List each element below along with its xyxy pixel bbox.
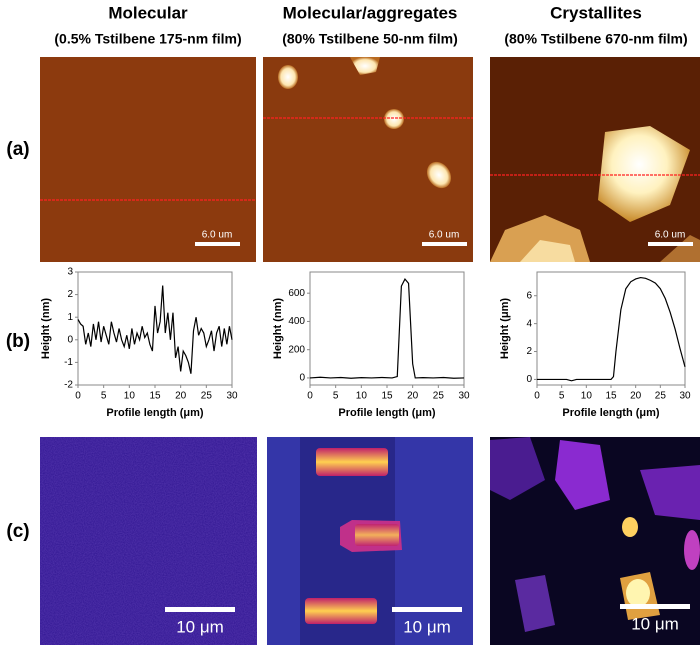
plot-frame — [536, 271, 686, 386]
x-tick-label: 15 — [149, 391, 161, 402]
x-tick-label: 10 — [356, 391, 368, 402]
y-tick-label: 0 — [299, 373, 305, 384]
y-tick-label: -1 — [64, 357, 73, 368]
y-tick-label: 3 — [67, 267, 73, 278]
column-subtitle: (0.5% Tstilbene 175-nm film) — [54, 31, 241, 47]
x-tick-label: 30 — [679, 391, 691, 402]
scale-bar-label: 10 μm — [176, 617, 224, 636]
x-tick-label: 5 — [559, 391, 565, 402]
scale-bar-label: 10 μm — [403, 617, 451, 636]
y-tick-label: 400 — [288, 316, 305, 327]
x-tick-label: 30 — [226, 391, 238, 402]
scale-bar-label: 6.0 um — [655, 230, 686, 241]
y-tick-label: 2 — [526, 346, 532, 357]
x-tick-label: 15 — [605, 391, 617, 402]
y-axis-label: Height (nm) — [40, 298, 52, 359]
x-tick-label: 25 — [655, 391, 667, 402]
afm-image: 6.0 um — [40, 57, 256, 262]
x-tick-label: 20 — [175, 391, 187, 402]
y-axis-label: Height (nm) — [272, 298, 284, 359]
column-title: Molecular — [108, 3, 188, 22]
scale-bar-label: 6.0 um — [202, 230, 233, 241]
row-label: (c) — [6, 521, 29, 542]
y-tick-label: -2 — [64, 380, 73, 391]
x-tick-label: 25 — [201, 391, 213, 402]
column-subtitle: (80% Tstilbene 50-nm film) — [282, 31, 458, 47]
pl-image: 10 μm — [40, 437, 257, 645]
x-tick-label: 30 — [458, 391, 470, 402]
y-tick-label: 2 — [67, 289, 73, 300]
x-tick-label: 15 — [381, 391, 393, 402]
x-axis-label: Profile length (μm) — [338, 407, 436, 419]
row-label: (a) — [6, 139, 29, 160]
x-tick-label: 5 — [101, 391, 107, 402]
x-tick-label: 5 — [333, 391, 339, 402]
y-tick-label: 600 — [288, 288, 305, 299]
column-title: Crystallites — [550, 3, 642, 22]
y-tick-label: 0 — [526, 374, 532, 385]
row-label: (b) — [6, 331, 30, 352]
scale-bar-label: 10 μm — [631, 614, 679, 633]
pl-image: 10 μm — [490, 437, 700, 645]
y-tick-label: 0 — [67, 334, 73, 345]
y-tick-label: 1 — [67, 312, 73, 323]
x-axis-label: Profile length (μm) — [106, 407, 204, 419]
x-tick-label: 10 — [581, 391, 593, 402]
x-tick-label: 0 — [75, 391, 81, 402]
column-subtitle: (80% Tstilbene 670-nm film) — [504, 31, 687, 47]
y-tick-label: 6 — [526, 290, 532, 301]
x-tick-label: 0 — [534, 391, 540, 402]
plot-frame — [309, 271, 465, 386]
afm-image: 6.0 um — [263, 57, 473, 262]
x-axis-label: Profile length (μm) — [562, 407, 660, 419]
pl-image: 10 μm — [267, 437, 473, 645]
afm-image: 6.0 um — [490, 57, 700, 262]
column-title: Molecular/aggregates — [283, 3, 458, 22]
y-axis-label: Height (μm) — [499, 298, 511, 359]
x-tick-label: 20 — [630, 391, 642, 402]
x-tick-label: 25 — [433, 391, 445, 402]
y-tick-label: 4 — [526, 318, 532, 329]
scale-bar-label: 6.0 um — [429, 230, 460, 241]
profile-line — [77, 285, 233, 374]
profile-line — [309, 277, 465, 379]
x-tick-label: 20 — [407, 391, 419, 402]
plot-frame — [77, 271, 233, 386]
y-tick-label: 200 — [288, 344, 305, 355]
profile-line — [537, 276, 686, 382]
x-tick-label: 10 — [124, 391, 136, 402]
x-tick-label: 0 — [307, 391, 313, 402]
